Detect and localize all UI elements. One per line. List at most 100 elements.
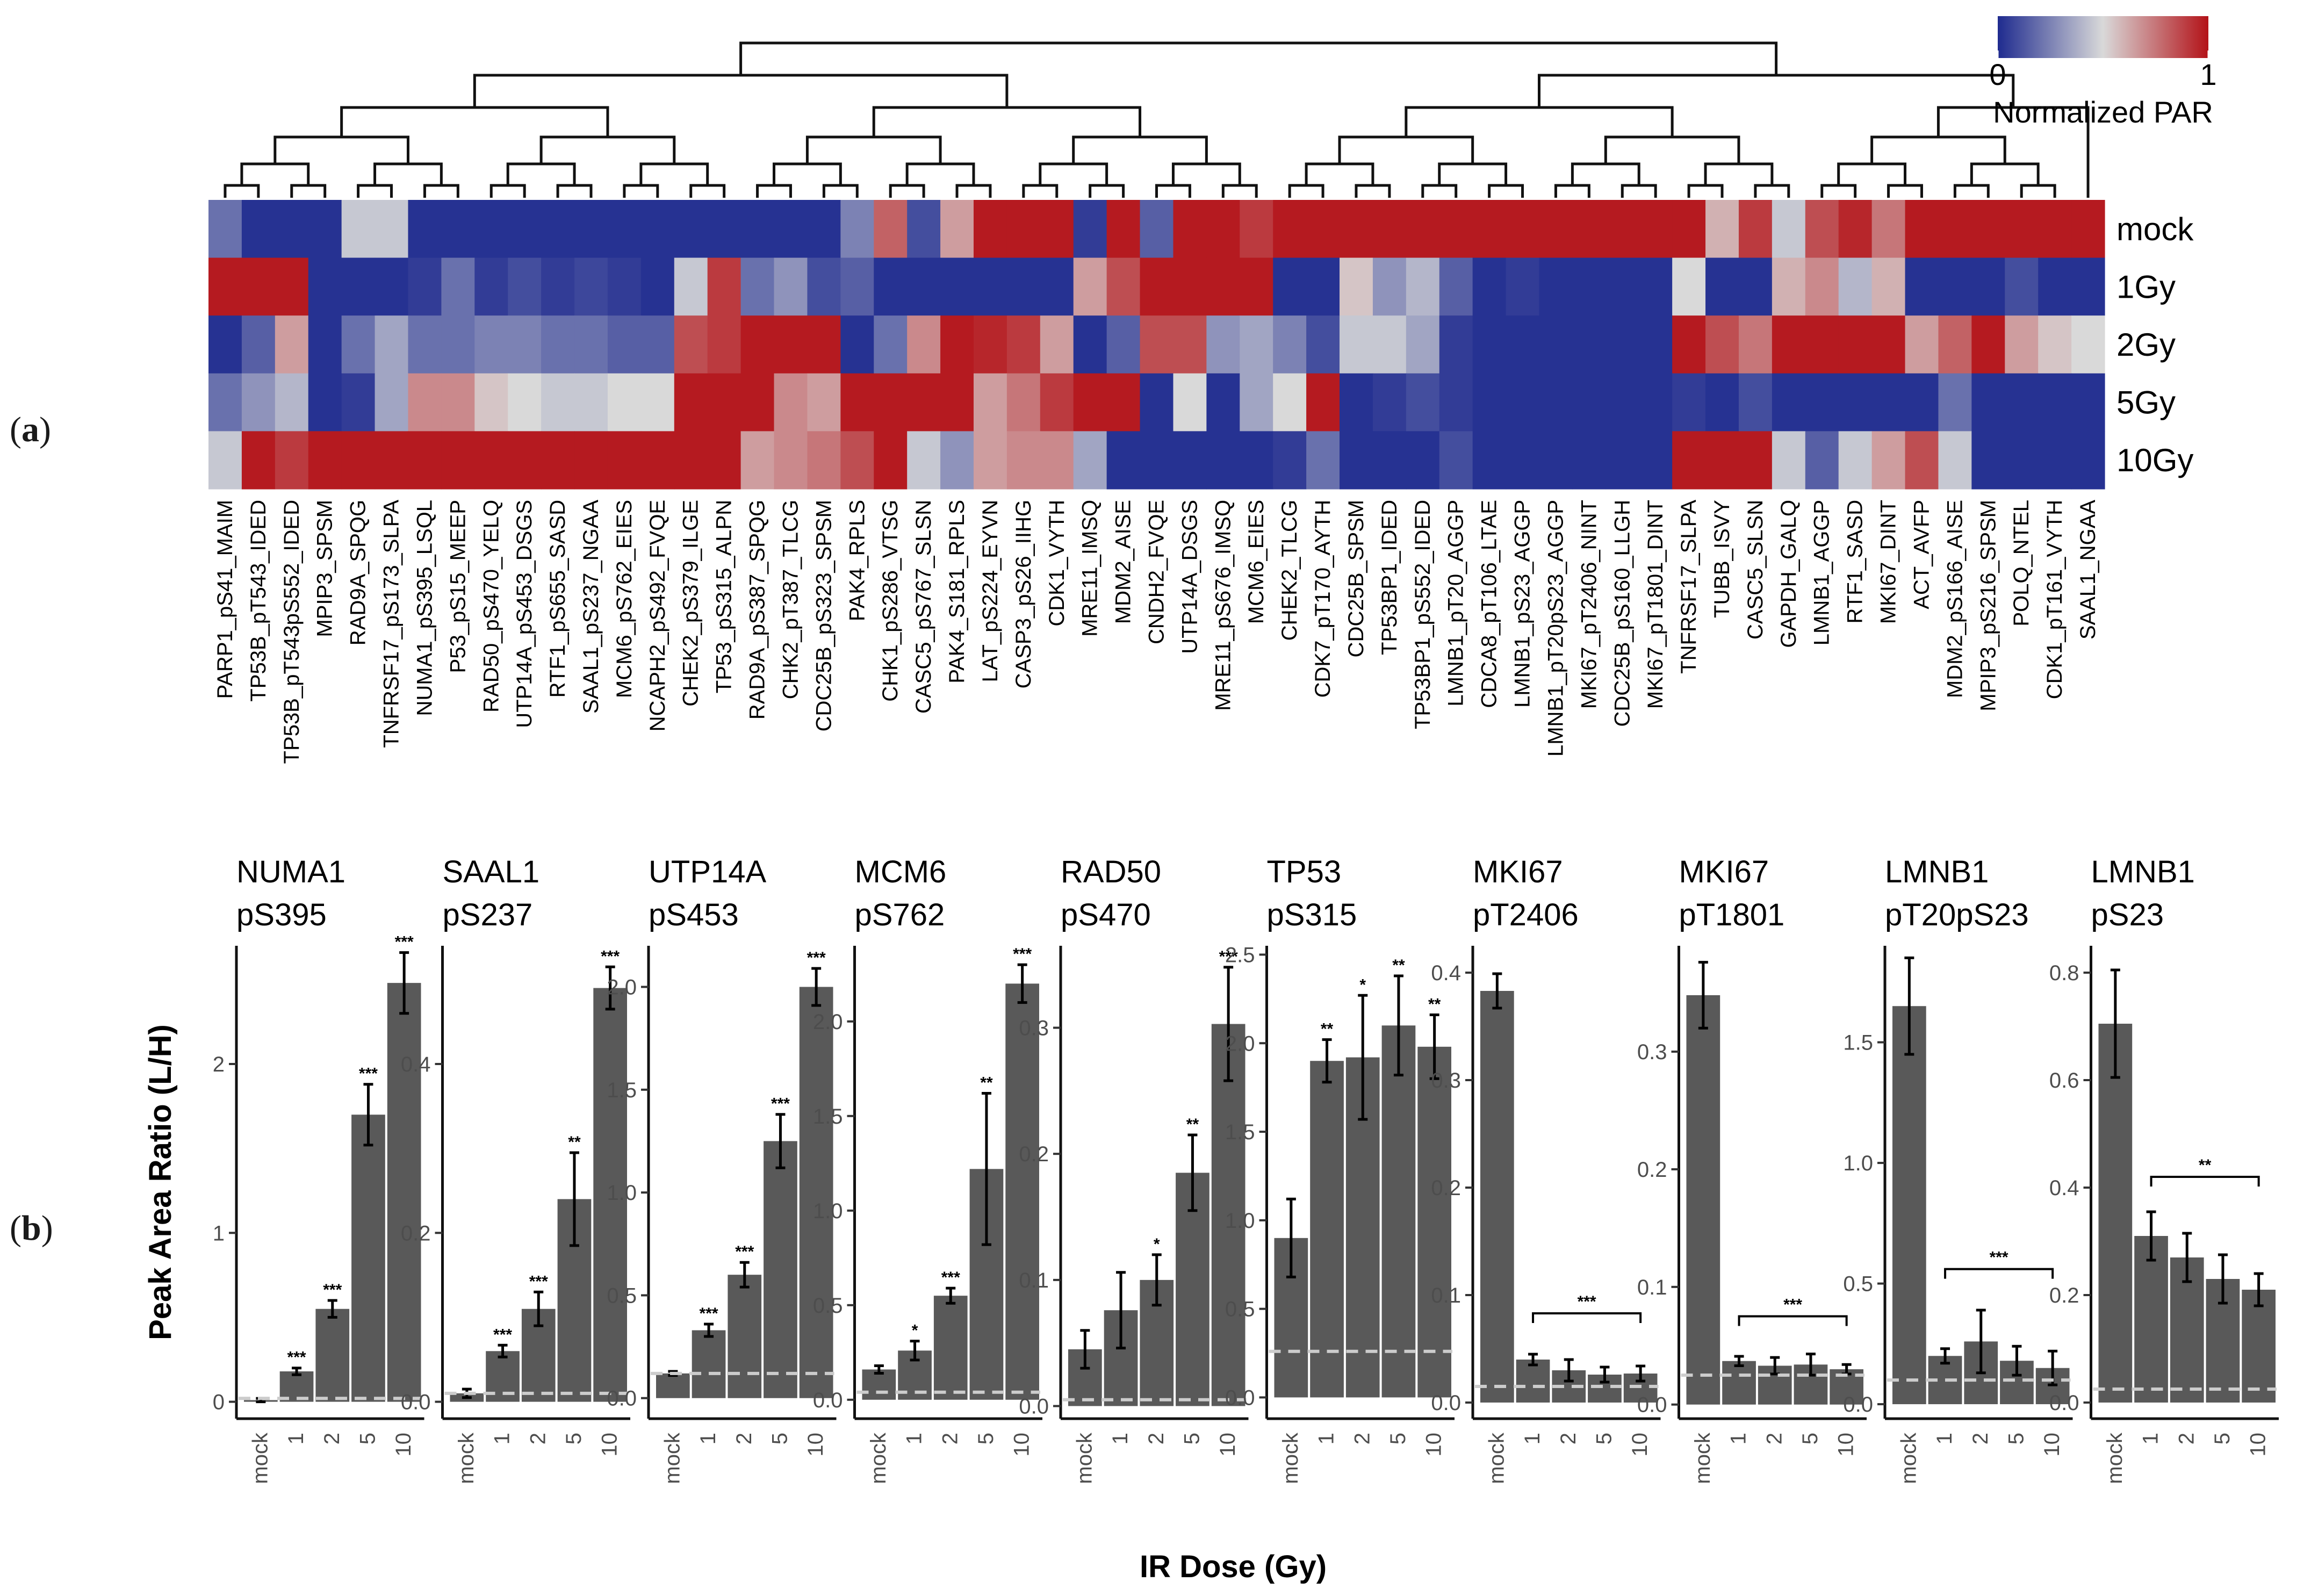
heatmap-cell [1340,315,1373,374]
heatmap-cell [1173,373,1207,432]
heatmap-cell [1506,431,1540,490]
heatmap-cell [1838,373,1873,432]
heatmap-cell [1938,315,1972,374]
x-tick-label: mock [2103,1432,2127,1484]
bar [728,1275,762,1398]
significance-label: ** [1428,996,1441,1013]
colorbar-tick-label: 0 [1989,57,2006,91]
heatmap-cell [807,373,841,432]
colorbar-title: Normalized PAR [1993,95,2213,129]
dendrogram-branch [872,106,1142,137]
heatmap-cell [1306,431,1340,490]
dendrogram-branch [340,106,609,137]
y-tick-label: 0.0 [607,1387,637,1411]
significance-label: *** [493,1326,512,1343]
dendrogram-branch [1039,162,1108,185]
dendrogram [224,41,2090,198]
panel-title: MKI67 [1473,854,1563,889]
dendrogram-branch [1887,184,1923,198]
heatmap-cell [1073,431,1107,490]
bracket-label: *** [1990,1249,2008,1267]
heatmap-col-label: MKI67_DINT [1877,500,1900,624]
heatmap-cell [1606,315,1639,374]
bar-panel: UTP14A pS453 0.0 0.5 1.0 1.5 2.0 mock *** 1 *** 2 **… [607,854,837,1484]
bar [1686,995,1720,1405]
bar-panel: RAD50 pS470 0.0 0.1 0.2 0.3 mock 1 * 2 ** 5 *** 10 [1019,854,1249,1484]
heatmap-cell [1838,200,1873,258]
significance-label: *** [359,1065,378,1083]
heatmap-col-label: CASP3_pS26_IIHG [1012,500,1035,688]
heatmap-cell [541,373,575,432]
dendrogram-branch [506,162,576,185]
heatmap-col-label: CHEK2_pS379_ILGE [679,500,703,707]
heatmap-cell [574,431,608,490]
heatmap-cell [441,200,475,258]
dendrogram-branch [1953,184,1990,198]
heatmap-cell [1905,315,1939,374]
dendrogram-branch [689,184,726,198]
heatmap-col-label: CHEK2_TLCG [1278,500,1301,641]
x-tick-label: mock [1485,1432,1508,1484]
y-tick-label: 1.0 [1225,1209,1255,1233]
bar [2098,1024,2133,1403]
heatmap-cell [1306,200,1340,258]
y-tick-label: 1.5 [1843,1031,1873,1055]
significance-label: *** [395,933,414,951]
heatmap-cell [341,200,376,258]
dendrogram-branch [1488,184,1524,198]
y-tick-label: 0.2 [401,1221,431,1245]
heatmap-cell [541,257,575,316]
heatmap-col-label: UTP14A_pS453_DSGS [513,500,536,728]
heatmap-cell [1539,200,1573,258]
heatmap-col-label: MPIP3_pS216_SPSM [1976,500,2000,711]
heatmap-cell [1306,315,1340,374]
heatmap-col-label: MCM6_pS762_EIES [613,500,636,698]
heatmap-cell [1240,257,1273,316]
heatmap-cell [640,373,675,432]
bar-panel: TP53 pS315 0.0 0.5 1.0 1.5 2.0 2.5 mock ** 1 * 2 ** 5 *… [1225,854,1455,1484]
heatmap-row-label: mock [2116,211,2194,247]
dendrogram-branch [1022,184,1059,198]
heatmap-cell [1040,373,1074,432]
significance-label: *** [323,1281,342,1299]
heatmap-cell [1606,257,1639,316]
heatmap-cell [241,373,276,432]
heatmap-cell [1805,200,1839,258]
heatmap-cell [1106,200,1141,258]
heatmap-col-label: CDC25B_pS323_SPSM [812,500,836,731]
heatmap-cell [1040,315,1074,374]
heatmap-cell [2038,431,2072,490]
panel-subtitle: pT2406 [1473,897,1579,932]
y-tick-label: 0.1 [1431,1284,1461,1307]
heatmap-col-label: TP53_pS315_ALPN [712,500,736,693]
significance-label: *** [601,947,620,965]
heatmap-col-label: LMNB1_pT20pS23_AGGP [1544,500,1567,757]
heatmap-cell [774,431,808,490]
heatmap-col-label: LMNB1_pT20_AGGP [1444,500,1468,707]
significance-label: *** [529,1273,548,1290]
heatmap-cell [1971,431,2005,490]
heatmap-cell [1738,373,1773,432]
dendrogram-branch [1421,184,1458,198]
x-tick-label: 1 [1315,1433,1338,1444]
heatmap-cell [674,373,708,432]
heatmap-cell [1472,257,1507,316]
heatmap-col-label: PARP1_pS41_MAIM [213,500,237,699]
bracket-label: ** [2199,1156,2212,1174]
dendrogram-branch [539,135,676,164]
heatmap-cell [1240,431,1273,490]
heatmap-cell [1539,431,1573,490]
heatmap-cell [308,373,342,432]
heatmap-cell [607,257,642,316]
heatmap-cell [1805,373,1839,432]
y-tick-label: 0.3 [1637,1040,1667,1064]
x-tick-label: 10 [598,1433,622,1457]
heatmap-col-label: SAAL1_pS237_NGAA [579,500,603,714]
heatmap-cell [508,257,542,316]
x-tick-label: 5 [1386,1433,1410,1444]
bar [593,988,627,1402]
heatmap-col-label: MKI67_pT1801_DINT [1644,500,1667,709]
heatmap-col-label: RAD9A_SPQG [347,500,370,645]
heatmap-cell [774,373,808,432]
y-tick-label: 0.0 [1225,1386,1255,1410]
